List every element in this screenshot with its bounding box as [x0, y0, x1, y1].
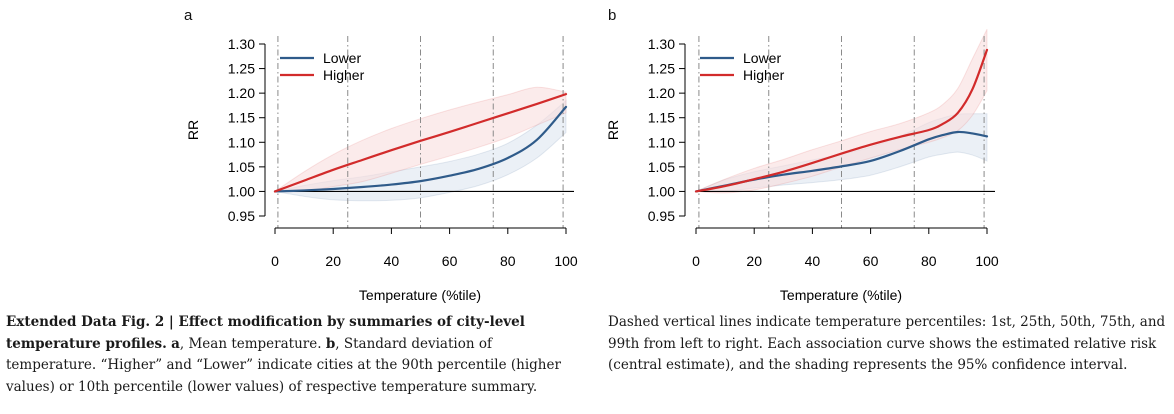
caption-panel-b-text: , Standard deviation of temperature. “Hi… [6, 335, 561, 395]
figure-caption-right: Dashed vertical lines indicate temperatu… [608, 314, 1166, 373]
x-tick-label: 100 [975, 253, 999, 269]
y-tick-label: 1.20 [228, 85, 255, 101]
y-axis-label: RR [605, 120, 621, 140]
y-tick-label: 1.10 [228, 134, 255, 150]
y-tick-label: 1.30 [228, 36, 255, 52]
x-tick-label: 20 [746, 253, 762, 269]
x-tick-label: 100 [554, 253, 578, 269]
series-line-higher [694, 48, 989, 193]
y-tick-label: 1.10 [648, 134, 675, 150]
legend-label-lower: Lower [323, 50, 361, 66]
panel-a: a 0.95 1.00 1.05 1.10 1.15 1.20 1.25 1.30 0 20 40 60… [184, 7, 578, 303]
series-line-lower [273, 105, 568, 193]
x-tick-label: 80 [500, 253, 516, 269]
legend-label-lower: Lower [743, 50, 781, 66]
y-tick-label: 1.15 [648, 110, 675, 126]
caption-panel-a-label: a [171, 335, 180, 352]
figure-caption-left: Extended Data Fig. 2 | Effect modificati… [6, 312, 584, 398]
legend-label-higher: Higher [743, 67, 785, 83]
x-tick-label: 40 [384, 253, 400, 269]
y-tick-label: 0.95 [228, 208, 255, 224]
figure-panels: a 0.95 1.00 1.05 1.10 1.15 1.20 1.25 1.30 0 20 40 60… [184, 7, 999, 303]
y-tick-label: 1.30 [648, 36, 675, 52]
x-axis-label: Temperature (%tile) [359, 287, 481, 303]
x-tick-label: 20 [325, 253, 341, 269]
figure-caption-title: Extended Data Fig. 2 | Effect modificati… [6, 314, 525, 352]
y-tick-label: 1.20 [648, 85, 675, 101]
legend-label-higher: Higher [323, 67, 365, 83]
x-tick-label: 40 [805, 253, 821, 269]
x-axis-label: Temperature (%tile) [780, 287, 902, 303]
y-tick-label: 1.25 [228, 61, 255, 77]
y-tick-label: 1.15 [228, 110, 255, 126]
caption-panel-b-label: b [325, 335, 336, 352]
x-tick-label: 60 [863, 253, 879, 269]
y-tick-label: 0.95 [648, 208, 675, 224]
y-tick-label: 1.00 [648, 183, 675, 199]
x-tick-label: 0 [692, 253, 700, 269]
panel-b: b 0.95 1.00 1.05 1.10 1.15 1.20 1.25 1.30 0 20 40 60… [605, 7, 999, 303]
y-tick-label: 1.00 [228, 183, 255, 199]
x-tick-label: 0 [271, 253, 279, 269]
x-tick-label: 80 [921, 253, 937, 269]
series-line-higher [273, 93, 568, 193]
panel-label: b [608, 7, 616, 24]
y-axis-label: RR [185, 120, 201, 140]
x-tick-label: 60 [442, 253, 458, 269]
caption-panel-a-text: , Mean temperature. [179, 335, 322, 352]
y-tick-label: 1.25 [648, 61, 675, 77]
panel-label: a [184, 7, 193, 24]
y-tick-label: 1.05 [228, 159, 255, 175]
y-tick-label: 1.05 [648, 159, 675, 175]
